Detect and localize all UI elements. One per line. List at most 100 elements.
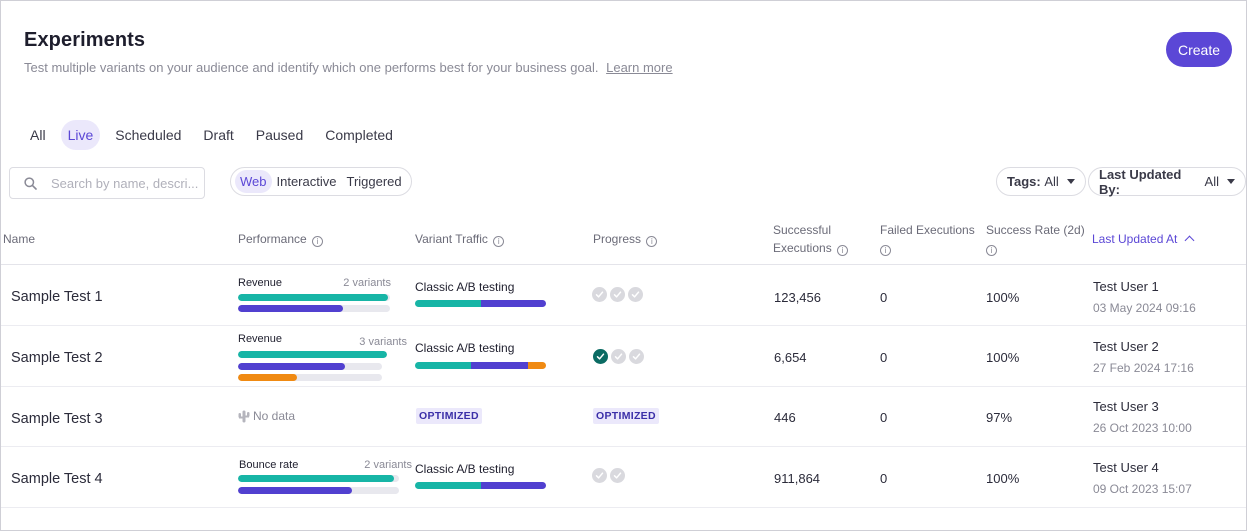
traffic-type: Classic A/B testing: [415, 462, 515, 476]
failed-executions: 0: [880, 350, 888, 365]
traffic-segment: [480, 300, 546, 307]
traffic-split-bar: [415, 362, 546, 369]
segment-triggered[interactable]: Triggered: [346, 174, 402, 189]
experiment-name[interactable]: Sample Test 3: [11, 411, 103, 427]
performance-bar: [238, 305, 390, 312]
updated-filter-value: All: [1204, 174, 1219, 189]
performance-metric: Bounce rate: [239, 459, 299, 471]
success-rate: 97%: [986, 410, 1013, 425]
search-input[interactable]: [51, 175, 201, 191]
info-icon[interactable]: i: [986, 245, 997, 256]
col-variant-traffic[interactable]: Variant Traffic i: [415, 230, 505, 248]
updated-at-date: 03 May 2024 09:16: [1093, 301, 1196, 315]
segment-web[interactable]: Web: [235, 170, 272, 193]
traffic-split-bar: [415, 482, 546, 489]
info-icon[interactable]: i: [493, 236, 505, 247]
search-box: [9, 167, 205, 199]
performance-bar: [238, 487, 399, 494]
table-row[interactable]: Sample Test 3 No data OPTIMIZED OPTIMIZE…: [1, 387, 1246, 447]
col-successful-executions[interactable]: Successful Executions i: [773, 221, 849, 257]
success-rate: 100%: [986, 290, 1020, 305]
successful-executions: 123,456: [774, 290, 821, 305]
successful-executions: 446: [774, 410, 796, 425]
tab-completed[interactable]: Completed: [325, 127, 393, 143]
performance-metric: Revenue: [238, 333, 283, 345]
performance-bar: [238, 294, 390, 301]
col-progress[interactable]: Progress i: [593, 230, 658, 248]
learn-more-link[interactable]: Learn more: [606, 60, 673, 75]
create-button[interactable]: Create: [1166, 32, 1232, 67]
progress-steps: [592, 468, 625, 483]
status-tabs: All Live Scheduled Draft Paused Complete…: [23, 120, 408, 150]
performance-metric: Revenue: [238, 277, 283, 289]
col-name[interactable]: Name: [3, 232, 36, 246]
updated-by-user: Test User 2: [1093, 339, 1159, 354]
no-data-indicator: No data: [238, 409, 295, 423]
info-icon[interactable]: i: [880, 245, 891, 256]
page-header: Experiments Test multiple variants on yo…: [24, 29, 673, 75]
updated-at-date: 09 Oct 2023 15:07: [1093, 482, 1192, 496]
search-icon: [24, 176, 37, 190]
progress-steps: [593, 349, 644, 364]
traffic-segment: [471, 362, 528, 369]
updated-at-date: 27 Feb 2024 17:16: [1093, 361, 1194, 375]
experiment-name[interactable]: Sample Test 4: [11, 471, 103, 487]
caret-down-icon: [1066, 179, 1075, 184]
info-icon[interactable]: i: [312, 236, 324, 247]
step-pending-icon: [592, 468, 607, 483]
step-pending-icon: [628, 287, 643, 302]
tab-draft[interactable]: Draft: [203, 127, 234, 143]
traffic-segment: [415, 482, 481, 489]
traffic-segment: [415, 300, 481, 307]
performance-bar: [238, 475, 399, 482]
performance-bar: [238, 374, 382, 381]
info-icon[interactable]: i: [837, 245, 849, 256]
experiment-name[interactable]: Sample Test 1: [11, 289, 103, 305]
tab-live[interactable]: Live: [60, 120, 101, 150]
success-rate: 100%: [986, 471, 1020, 486]
step-complete-icon: [593, 349, 608, 364]
updated-at-date: 26 Oct 2023 10:00: [1093, 421, 1192, 435]
tags-filter[interactable]: Tags: All: [996, 167, 1086, 196]
tags-filter-label: Tags:: [1007, 174, 1041, 189]
performance-bar: [238, 351, 387, 358]
sort-ascending-icon: [1184, 235, 1195, 246]
subtitle-text: Test multiple variants on your audience …: [24, 60, 599, 75]
variant-count: 3 variants: [359, 336, 407, 348]
tab-paused[interactable]: Paused: [255, 127, 304, 143]
traffic-segment: [527, 362, 546, 369]
success-rate: 100%: [986, 350, 1020, 365]
updated-by-user: Test User 1: [1093, 279, 1159, 294]
table-row[interactable]: Sample Test 1 Revenue 2 variants Classic…: [1, 265, 1246, 326]
table-header: Name Performance i Variant Traffic i Pro…: [1, 221, 1246, 265]
performance-bar: [238, 363, 382, 370]
tab-all[interactable]: All: [30, 127, 46, 143]
experiment-name[interactable]: Sample Test 2: [11, 350, 103, 366]
cactus-icon: [238, 410, 250, 422]
traffic-segment: [415, 362, 472, 369]
updated-filter-label: Last Updated By:: [1099, 166, 1182, 197]
col-success-rate[interactable]: Success Rate (2d) i: [986, 223, 1085, 256]
table-row[interactable]: Sample Test 2 Revenue 3 variants Classic…: [1, 326, 1246, 387]
updated-by-user: Test User 3: [1093, 399, 1159, 414]
successful-executions: 911,864: [774, 471, 821, 486]
tab-scheduled[interactable]: Scheduled: [115, 127, 182, 143]
step-pending-icon: [629, 349, 644, 364]
variant-count: 2 variants: [343, 277, 391, 289]
traffic-optimized-badge: OPTIMIZED: [416, 408, 482, 424]
updated-by-user: Test User 4: [1093, 460, 1159, 475]
col-last-updated-at[interactable]: Last Updated At: [1092, 230, 1195, 248]
segment-interactive[interactable]: Interactive: [276, 174, 337, 189]
step-pending-icon: [611, 349, 626, 364]
step-pending-icon: [592, 287, 607, 302]
last-updated-by-filter[interactable]: Last Updated By: All: [1088, 166, 1246, 197]
traffic-type: Classic A/B testing: [415, 341, 515, 355]
tags-filter-value: All: [1044, 174, 1059, 189]
info-icon[interactable]: i: [646, 236, 658, 247]
experiment-type-toggle: Web Interactive Triggered: [230, 167, 412, 196]
col-failed-executions[interactable]: Failed Executions i: [880, 223, 975, 256]
page-subtitle: Test multiple variants on your audience …: [24, 60, 673, 75]
table-row[interactable]: Sample Test 4 Bounce rate 2 variants Cla…: [1, 447, 1246, 508]
col-performance[interactable]: Performance i: [238, 230, 324, 248]
